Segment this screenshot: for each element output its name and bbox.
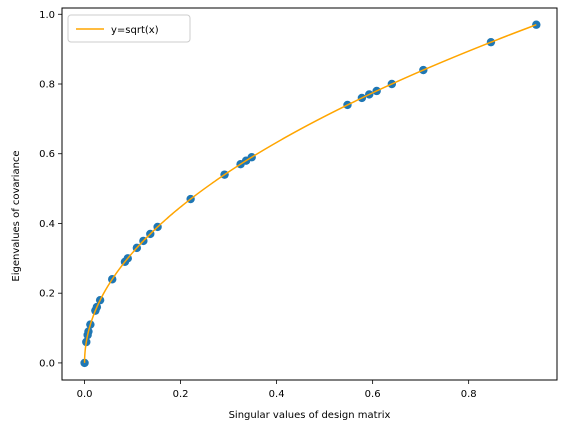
x-axis-label: Singular values of design matrix bbox=[229, 410, 391, 421]
plot-frame bbox=[61, 7, 558, 381]
x-tick-label: 0.8 bbox=[461, 389, 477, 400]
x-tick-label: 0.0 bbox=[77, 389, 93, 400]
legend-label: y=sqrt(x) bbox=[111, 25, 159, 36]
y-tick-label: 0.4 bbox=[39, 219, 55, 230]
legend-box bbox=[67, 14, 191, 43]
x-tick-label: 0.4 bbox=[269, 389, 285, 400]
sqrt-curve bbox=[83, 24, 537, 363]
y-tick-label: 0.2 bbox=[39, 289, 55, 300]
x-tick-label: 0.6 bbox=[365, 389, 381, 400]
x-tick-label: 0.2 bbox=[173, 389, 189, 400]
y-axis-ticks: 0.0 0.2 0.4 0.6 0.8 1.0 bbox=[39, 10, 62, 369]
y-axis-label: Eigenvalues of covariance bbox=[11, 150, 22, 281]
plot-area bbox=[80, 20, 541, 368]
legend: y=sqrt(x) bbox=[67, 14, 191, 43]
y-tick-label: 0.0 bbox=[39, 358, 55, 369]
y-tick-label: 0.6 bbox=[39, 149, 55, 160]
x-axis-ticks: 0.0 0.2 0.4 0.6 0.8 bbox=[77, 380, 477, 400]
y-tick-label: 1.0 bbox=[39, 10, 55, 21]
y-tick-label: 0.8 bbox=[39, 80, 55, 91]
